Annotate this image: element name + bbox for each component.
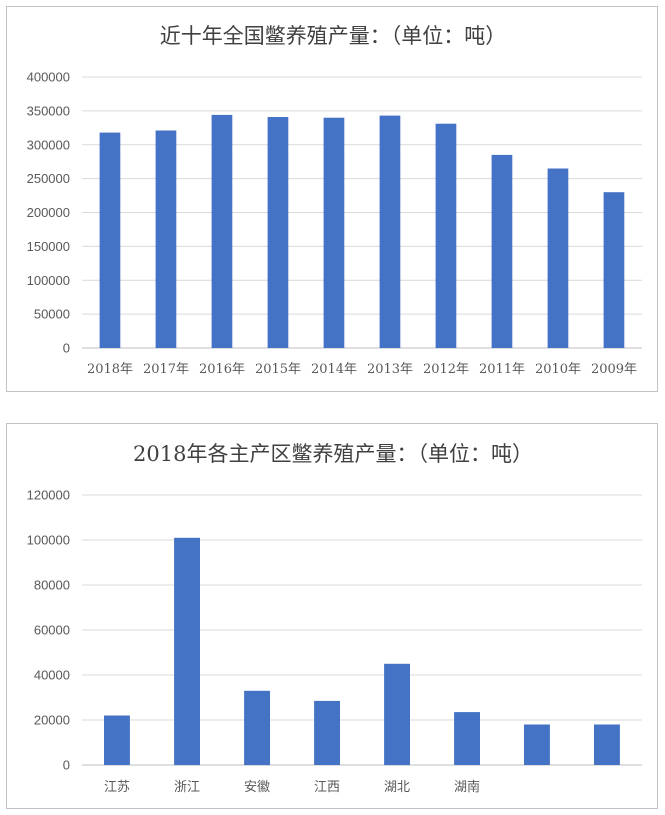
- x-tick-label: 2011年: [479, 362, 525, 377]
- y-tick-label: 200000: [27, 205, 70, 220]
- bar: [155, 130, 177, 348]
- y-tick-label: 150000: [27, 239, 70, 254]
- bar: [524, 724, 550, 765]
- bar: [99, 132, 121, 348]
- bar: [435, 123, 457, 348]
- y-tick-label: 20000: [34, 713, 70, 728]
- y-tick-label: 400000: [27, 70, 70, 85]
- chart-panel-regional: 2018年各主产区鳖养殖产量：（单位：吨） 0 20000 40000 60000 800…: [6, 423, 658, 809]
- chart-panel-national: 近十年全国鳖养殖产量：（单位：吨） 0 50000 100000 150000 20000…: [6, 6, 658, 392]
- bar: [211, 114, 233, 349]
- chart-national-svg: 近十年全国鳖养殖产量：（单位：吨） 0 50000 100000 150000 20000…: [27, 24, 642, 377]
- x-tick-label: 浙江: [174, 780, 200, 795]
- chart-title: 2018年各主产区鳖养殖产量：（单位：吨）: [133, 442, 533, 466]
- bar: [384, 663, 410, 766]
- y-tick-label: 100000: [27, 533, 70, 548]
- y-tick-label: 300000: [27, 137, 70, 152]
- bar: [104, 715, 130, 765]
- bar: [379, 115, 401, 348]
- y-tick-label: 250000: [27, 171, 70, 186]
- bar: [174, 537, 200, 766]
- x-tick-label: 2016年: [199, 362, 245, 377]
- bar: [594, 724, 620, 765]
- y-tick-label: 0: [63, 758, 70, 773]
- y-tick-label: 40000: [34, 668, 70, 683]
- bar: [547, 168, 569, 348]
- x-tick-label: 2015年: [255, 362, 301, 377]
- y-tick-label: 60000: [34, 623, 70, 638]
- x-tick-label: 安徽: [244, 780, 270, 795]
- y-tick-label: 50000: [34, 307, 70, 322]
- x-tick-label: 2018年: [87, 362, 133, 377]
- y-tick-label: 350000: [27, 103, 70, 118]
- x-tick-label: 2014年: [311, 362, 357, 377]
- chart-title: 近十年全国鳖养殖产量：（单位：吨）: [160, 24, 507, 48]
- x-tick-label: 2010年: [535, 362, 581, 377]
- bar: [267, 117, 289, 348]
- y-tick-label: 120000: [27, 488, 70, 503]
- x-tick-label: 湖南: [454, 779, 480, 795]
- bar: [491, 154, 513, 348]
- bar: [454, 712, 480, 765]
- x-tick-label: 2017年: [143, 362, 189, 377]
- x-tick-label: 江西: [314, 780, 340, 795]
- bar: [603, 192, 625, 348]
- bar: [314, 700, 340, 765]
- chart-regional-svg: 2018年各主产区鳖养殖产量：（单位：吨） 0 20000 40000 60000 800…: [27, 442, 642, 795]
- x-tick-label: 湖北: [384, 780, 410, 795]
- x-tick-label: 2013年: [367, 362, 413, 377]
- y-tick-label: 100000: [27, 273, 70, 288]
- x-tick-label: 2009年: [591, 362, 637, 377]
- y-tick-label: 0: [63, 341, 70, 356]
- x-tick-label: 2012年: [423, 362, 469, 377]
- y-tick-label: 80000: [34, 578, 70, 593]
- x-tick-label: 江苏: [104, 779, 130, 795]
- bar: [323, 117, 345, 348]
- bar: [244, 690, 270, 766]
